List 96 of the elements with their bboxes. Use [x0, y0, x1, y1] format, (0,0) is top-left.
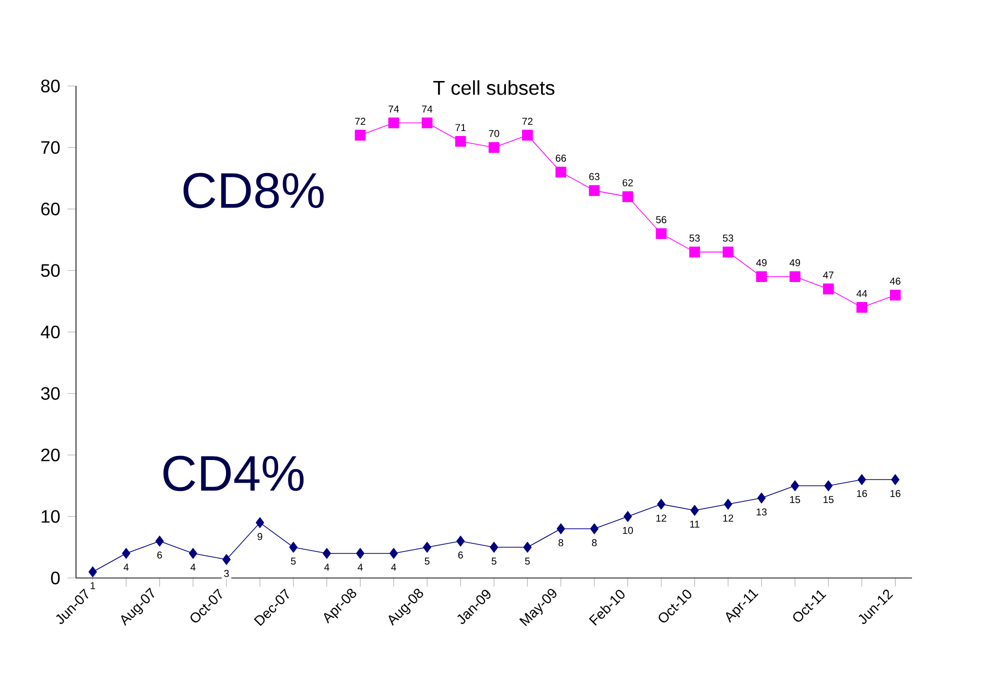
point	[690, 504, 699, 516]
point	[88, 566, 97, 578]
data-label: 70	[488, 130, 500, 138]
data-label: 12	[656, 514, 666, 522]
point	[456, 536, 465, 546]
y-tick-label: 80	[41, 80, 60, 92]
data-label: 62	[622, 179, 633, 186]
point	[523, 542, 532, 553]
data-label: 3	[224, 570, 229, 578]
chart-title: T cell subsets	[433, 80, 554, 95]
y-tick-label: 40	[40, 326, 60, 338]
point	[122, 548, 130, 559]
data-label: 49	[790, 259, 800, 266]
data-label: 5	[290, 558, 296, 565]
data-label: 44	[856, 290, 868, 297]
point	[488, 142, 500, 153]
data-label: 8	[558, 539, 564, 546]
data-label: 4	[124, 564, 129, 571]
series-label: CD8%	[184, 172, 324, 208]
y-tick-label: 30	[41, 387, 60, 400]
data-label: 72	[355, 118, 366, 125]
data-label: 4	[391, 564, 396, 571]
point	[556, 523, 566, 534]
point	[891, 474, 900, 485]
point	[590, 523, 598, 534]
point	[390, 548, 398, 559]
point	[354, 130, 366, 141]
y-tick-label: 70	[41, 141, 60, 154]
data-label: 53	[689, 234, 700, 242]
data-label: 5	[525, 558, 530, 565]
y-tick-label: 60	[41, 202, 60, 216]
y-tick-label: 20	[41, 448, 60, 462]
point	[657, 498, 666, 510]
data-label: 46	[890, 278, 900, 285]
data-label: 9	[258, 533, 262, 540]
data-label: 6	[458, 551, 463, 559]
point	[858, 474, 866, 485]
data-label: 71	[456, 124, 466, 131]
data-label: 10	[622, 526, 633, 534]
point	[490, 542, 498, 553]
data-label: 6	[157, 551, 162, 559]
point	[356, 548, 364, 559]
data-label: 16	[890, 490, 900, 498]
data-label: 12	[723, 514, 734, 522]
point	[422, 117, 433, 128]
point	[555, 166, 566, 178]
point	[322, 548, 331, 559]
point	[790, 480, 800, 492]
point	[724, 498, 732, 510]
point	[155, 536, 164, 546]
data-label: 74	[422, 106, 432, 112]
data-label: 47	[823, 272, 834, 279]
series-label: CD4%	[163, 456, 304, 492]
data-label: 11	[690, 520, 700, 528]
point	[289, 542, 298, 553]
data-label: 15	[790, 496, 800, 504]
point	[188, 548, 198, 559]
point	[522, 130, 533, 141]
data-label: 66	[556, 154, 566, 162]
data-label: 13	[756, 508, 767, 516]
point	[422, 542, 432, 553]
data-label: 8	[592, 539, 597, 546]
point	[757, 492, 766, 504]
data-label: 49	[756, 259, 767, 266]
point	[890, 290, 901, 300]
y-tick-label: 0	[51, 572, 60, 584]
point	[622, 191, 634, 202]
point	[455, 136, 466, 147]
data-label: 4	[190, 564, 196, 571]
data-label: 4	[324, 564, 330, 571]
data-label: 5	[492, 558, 496, 565]
data-label: 15	[824, 496, 834, 504]
point	[256, 517, 264, 528]
point	[588, 185, 600, 196]
point	[388, 117, 400, 128]
y-tick-label: 50	[41, 264, 60, 277]
data-label: 74	[388, 106, 399, 112]
data-label: 56	[656, 216, 666, 224]
point	[222, 554, 231, 565]
point	[856, 302, 868, 313]
point	[824, 480, 833, 492]
data-label: 63	[589, 173, 600, 180]
data-label: 1	[90, 582, 96, 590]
data-label: 4	[358, 564, 363, 571]
point	[790, 271, 800, 282]
point	[624, 511, 632, 522]
point	[656, 228, 667, 239]
data-label: 5	[424, 558, 430, 565]
y-tick-label: 10	[42, 510, 60, 523]
point	[722, 246, 734, 258]
data-label: 53	[722, 234, 734, 242]
point	[756, 271, 767, 282]
data-label: 72	[522, 118, 532, 125]
point	[822, 284, 834, 294]
point	[689, 246, 700, 258]
data-label: 16	[857, 490, 867, 498]
